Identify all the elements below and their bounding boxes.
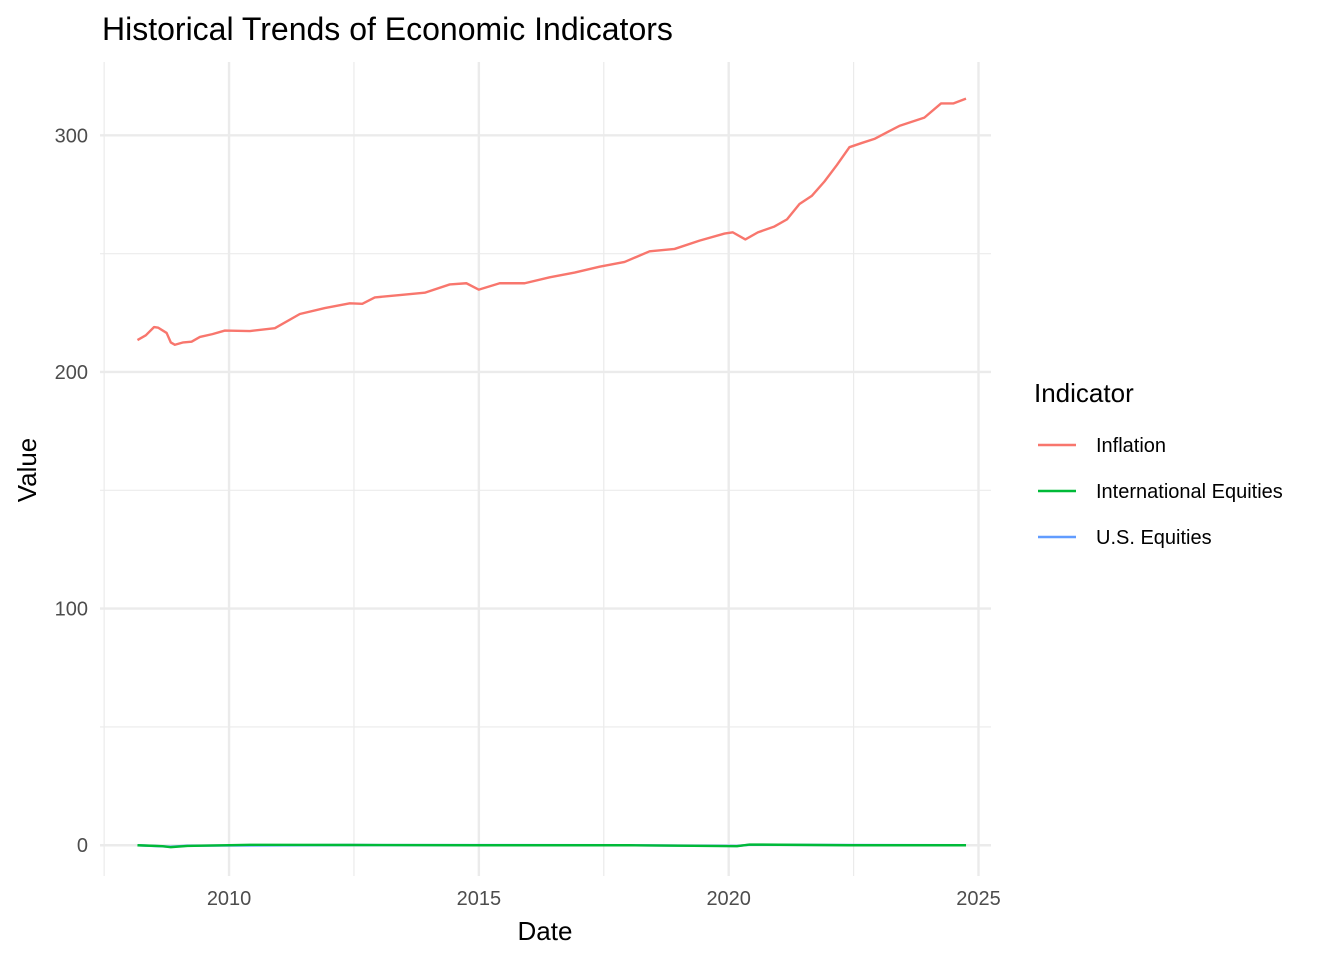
legend-item-inflation: Inflation (1038, 435, 1166, 457)
y-tick-label: 200 (55, 362, 88, 384)
x-tick-label: 2015 (457, 888, 502, 910)
grid-lines (100, 62, 991, 876)
legend-label-u-s-equities: U.S. Equities (1096, 527, 1212, 549)
x-tick-label: 2010 (207, 888, 252, 910)
y-axis-title: Value (12, 438, 42, 503)
y-tick-label: 300 (55, 125, 88, 147)
y-axis-ticks: 0 100 200 300 (55, 125, 88, 857)
y-tick-label: 100 (55, 599, 88, 621)
x-tick-label: 2020 (706, 888, 751, 910)
y-tick-label: 0 (77, 835, 88, 857)
legend-label-international-equities: International Equities (1096, 481, 1283, 503)
chart-title: Historical Trends of Economic Indicators (102, 11, 673, 47)
legend-label-inflation: Inflation (1096, 435, 1166, 457)
legend-title: Indicator (1034, 378, 1134, 408)
x-axis-ticks: 2010 2015 2020 2025 (207, 888, 1001, 910)
legend-items: Inflation International Equities U.S. Equi… (1038, 435, 1283, 549)
legend: Indicator Inflation International Equitie… (1034, 378, 1283, 549)
series-lines (136, 97, 967, 849)
series-line-international-equities (137, 843, 967, 849)
legend-item-international-equities: International Equities (1038, 481, 1283, 503)
series-line-inflation (136, 97, 967, 346)
x-axis-title: Date (518, 916, 573, 946)
x-tick-label: 2025 (956, 888, 1001, 910)
legend-item-u-s-equities: U.S. Equities (1038, 527, 1212, 549)
